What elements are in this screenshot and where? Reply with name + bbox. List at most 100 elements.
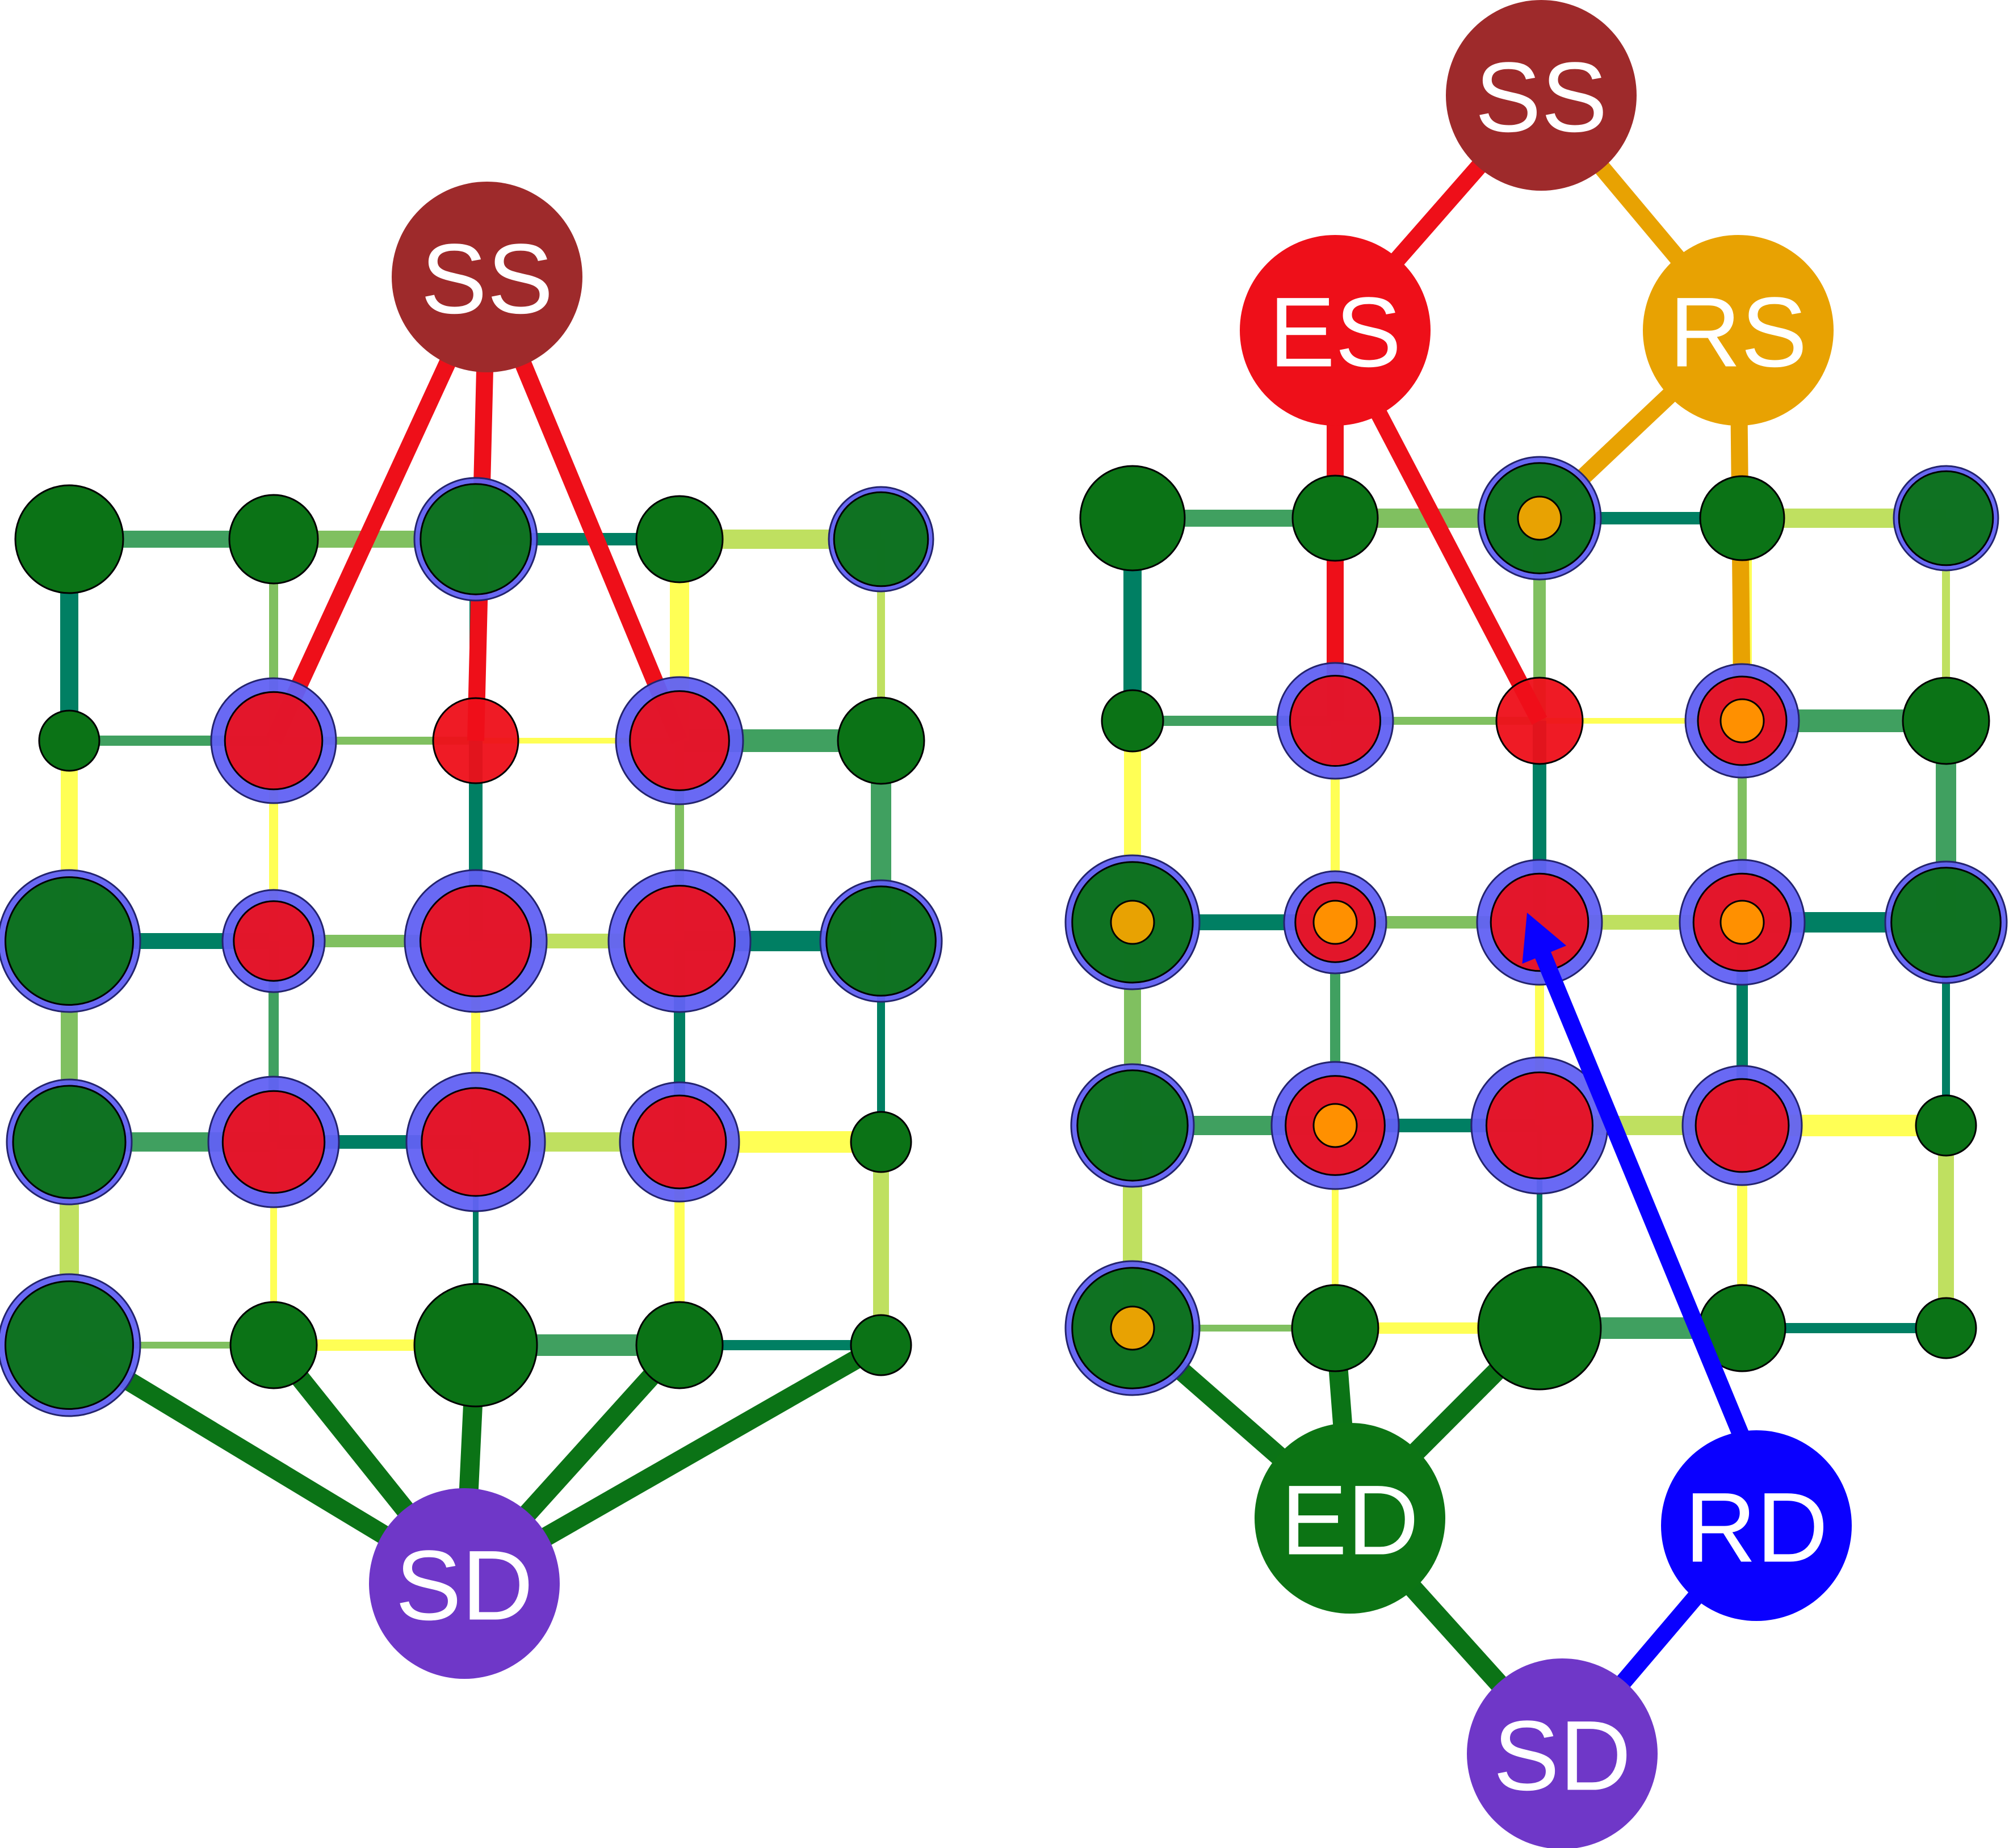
grid-node-inner-dot xyxy=(1110,1305,1155,1351)
grid-node-green xyxy=(1291,474,1379,562)
right-grid-node xyxy=(1270,1061,1400,1190)
right-super-sink-label: SD xyxy=(1493,1701,1631,1812)
left-grid-node xyxy=(615,676,744,805)
left-grid-nodes xyxy=(0,477,943,1417)
right-super-sink: SD xyxy=(1467,1658,1658,1848)
grid-node-green xyxy=(5,876,134,1006)
residual-arrow-head xyxy=(1522,913,1567,964)
grid-node-red xyxy=(629,690,730,791)
grid-node-red xyxy=(221,1090,326,1194)
grid-node-inner-dot xyxy=(1517,495,1562,541)
right-excess-source-circle xyxy=(1240,235,1431,426)
left-super-source: SS xyxy=(392,182,582,372)
grid-node-green xyxy=(1291,1284,1379,1372)
left-grid-node xyxy=(413,477,538,602)
grid-node-inner-dot xyxy=(1110,900,1155,945)
grid-node-red xyxy=(632,1094,727,1190)
grid-node-red xyxy=(421,1087,531,1197)
left-grid-node xyxy=(432,697,519,784)
grid-node-green xyxy=(1915,1297,1977,1359)
grid-node-inner-dot xyxy=(1312,900,1358,945)
left-grid-node xyxy=(404,869,548,1013)
grid-node-green xyxy=(229,1301,318,1389)
grid-node-red xyxy=(1495,677,1584,765)
left-grid-node xyxy=(405,1072,546,1212)
right-grid-node xyxy=(1477,456,1602,581)
grid-node-red xyxy=(1485,1071,1594,1180)
left-grid-node xyxy=(0,869,141,1013)
terminal-nodes: SS SD SS ES RS ED RD SD xyxy=(369,0,1852,1848)
grid-node-green xyxy=(228,494,319,585)
right-grid-node xyxy=(1495,677,1584,765)
left-super-source-circle xyxy=(392,182,582,372)
right-grid-node xyxy=(1884,860,2008,984)
right-residual-source-label: RS xyxy=(1669,278,1807,388)
right-grid-node xyxy=(1070,1063,1195,1188)
right-grid-node xyxy=(1291,1284,1379,1372)
left-grid-node xyxy=(607,869,752,1013)
left-grid-node xyxy=(6,1078,133,1206)
right-grid-node xyxy=(1681,1065,1803,1186)
left-grid-node xyxy=(828,486,934,593)
grid-node-green xyxy=(420,483,532,595)
grid-node-green xyxy=(825,885,937,997)
grid-node-green xyxy=(1902,677,1990,765)
right-excess-sink-label: ED xyxy=(1281,1465,1419,1576)
grid-node-green xyxy=(14,484,124,594)
right-grid-node xyxy=(1684,663,1800,779)
grid-node-green xyxy=(5,1280,134,1410)
grid-node-green xyxy=(833,491,929,587)
right-excess-source: ES xyxy=(1240,235,1431,426)
grid-node-green xyxy=(1898,470,1994,566)
grid-node-green xyxy=(837,696,925,785)
right-super-source-circle xyxy=(1446,0,1637,191)
grid-node-green xyxy=(12,1085,127,1199)
right-residual-sink-label: RD xyxy=(1685,1473,1828,1584)
right-grid-node xyxy=(1064,1260,1201,1396)
grid-node-inner-dot xyxy=(1719,698,1765,744)
grid-node-red xyxy=(224,691,324,791)
grid-node-red xyxy=(623,885,736,997)
grid-node-green xyxy=(635,1301,724,1389)
right-residual-source: RS xyxy=(1643,235,1834,426)
right-grid-node xyxy=(1915,1297,1977,1359)
left-grid-node xyxy=(819,879,943,1003)
right-grid-node xyxy=(1291,474,1379,562)
right-grid-node xyxy=(1470,1056,1609,1195)
right-grid-node xyxy=(1893,465,1999,572)
right-residual-source-circle xyxy=(1643,235,1834,426)
grid-node-green xyxy=(850,1314,912,1376)
grid-node-green xyxy=(1699,475,1785,561)
left-grid-node xyxy=(0,1273,141,1417)
left-super-source-label: SS xyxy=(421,224,553,335)
right-super-source: SS xyxy=(1446,0,1637,191)
right-residual-sink: RD xyxy=(1661,1430,1852,1621)
left-grid-node xyxy=(221,889,326,993)
right-grid-node xyxy=(1902,677,1990,765)
left-grid-node xyxy=(38,709,100,772)
grid-node-green xyxy=(1477,1266,1602,1391)
right-residual-sink-circle xyxy=(1661,1430,1852,1621)
grid-node-green xyxy=(1079,465,1186,572)
residual-arrow-shaft xyxy=(1532,943,1756,1456)
residual-arrow xyxy=(1522,913,1756,1456)
left-super-sink-circle xyxy=(369,1488,560,1679)
left-grid-node xyxy=(850,1314,912,1376)
grid-node-green xyxy=(1076,1069,1189,1182)
right-grid-node xyxy=(1283,870,1387,975)
grid-node-red xyxy=(233,900,314,982)
right-grid-node xyxy=(1699,475,1785,561)
right-excess-source-label: ES xyxy=(1269,278,1401,388)
right-excess-sink: ED xyxy=(1255,1423,1445,1614)
grid-node-green xyxy=(38,709,100,772)
left-grid-node xyxy=(14,484,124,594)
right-grid-node xyxy=(1679,859,1806,986)
left-grid-node xyxy=(207,1076,340,1208)
grid-node-red xyxy=(1490,872,1589,972)
right-grid-node xyxy=(1915,1094,1977,1157)
left-grid-node xyxy=(228,494,319,585)
left-grid-node xyxy=(210,677,337,804)
grid-node-green xyxy=(635,495,724,583)
left-super-sink-label: SD xyxy=(395,1531,533,1641)
grid-node-red xyxy=(1289,674,1382,767)
